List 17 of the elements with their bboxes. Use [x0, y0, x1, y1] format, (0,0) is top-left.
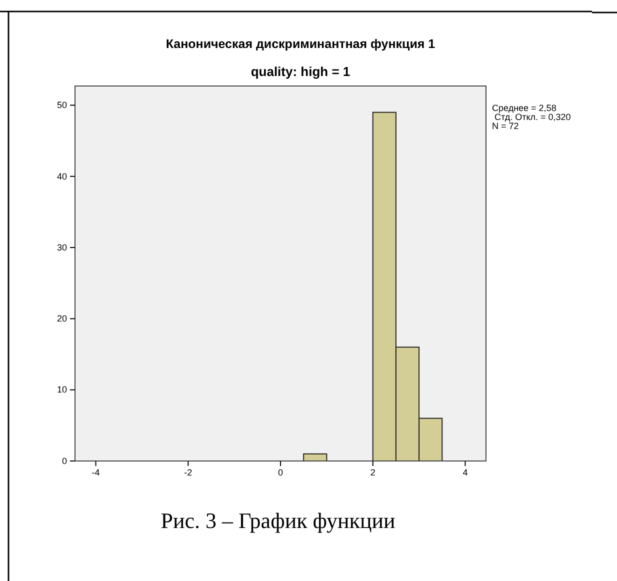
x-tick-label: 0: [278, 467, 284, 478]
y-tick-label: 30: [56, 242, 67, 252]
x-tick-label: 2: [370, 467, 376, 478]
y-tick-label: 50: [56, 100, 67, 110]
y-tick-label: 40: [56, 171, 67, 182]
text: Среднее = 2,58: [492, 103, 556, 113]
chart-title: Каноническая дискриминантная функция 1: [166, 37, 436, 51]
text: N = 72: [492, 121, 519, 131]
y-tick-label: 10: [56, 384, 67, 395]
chart-subtitle: quality: high = 1: [250, 64, 350, 79]
x-tick-label: -4: [92, 467, 100, 478]
text: Рис. 3 – График функции: [160, 508, 396, 533]
text: Стд. Откл. = 0,320: [492, 112, 571, 122]
x-tick-label: -2: [184, 467, 192, 478]
y-tick-label: 0: [62, 456, 67, 466]
x-tick-label: 4: [462, 467, 468, 478]
y-tick-label: 20: [56, 314, 67, 324]
